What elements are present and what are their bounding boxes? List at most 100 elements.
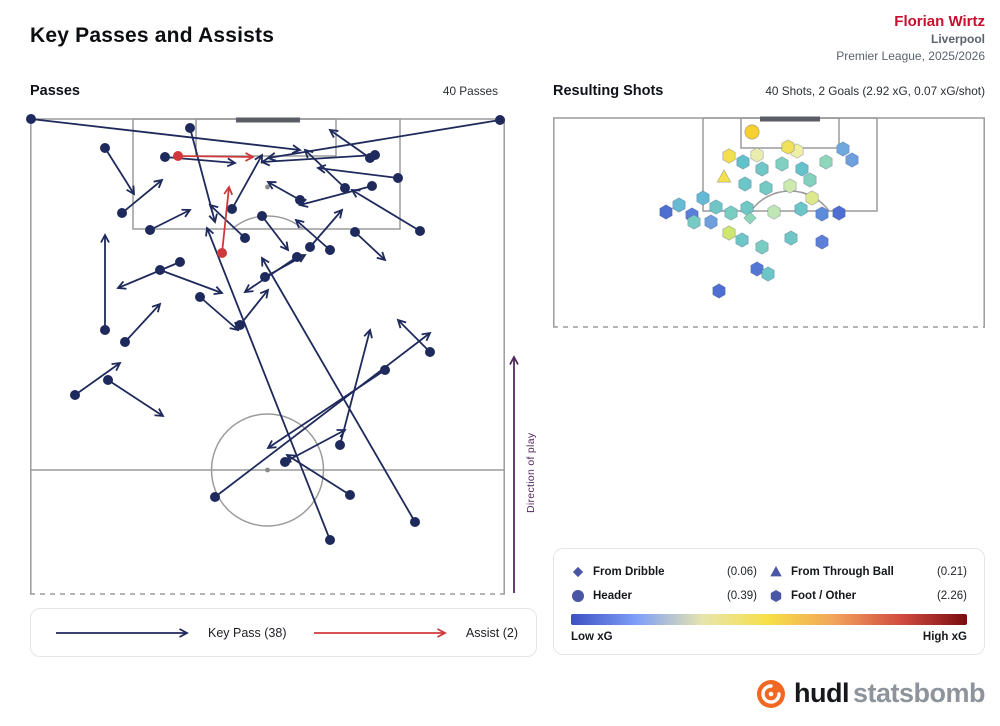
shot-marker-hex: [709, 199, 723, 215]
direction-label: Direction of play: [525, 432, 537, 513]
shot-marker-hex: [783, 178, 797, 194]
shot-marker-hex: [755, 239, 769, 255]
shot-marker-hex: [696, 190, 710, 206]
team-name: Liverpool: [930, 32, 985, 46]
key-pass-arrow: [120, 302, 162, 347]
shot-marker-hex: [722, 225, 736, 241]
passes-pitch: [26, 114, 505, 595]
direction-of-play: Direction of play: [505, 345, 549, 600]
shot-marker-hex: [735, 232, 749, 248]
competition-label: Premier League, 2025/2026: [836, 49, 985, 63]
legend-value: (0.21): [936, 565, 967, 578]
key-pass-arrow: [100, 233, 110, 335]
shot-marker-hex: [750, 261, 764, 277]
key-pass-arrow: [195, 292, 240, 332]
shot-marker-hex: [784, 230, 798, 246]
passes-title: Passes: [30, 83, 80, 99]
legend-value: (0.06): [726, 565, 757, 578]
key-pass-arrow: [227, 153, 263, 214]
hudl-statsbomb-logo: hudl statsbomb: [756, 678, 986, 709]
high-xg-label: High xG: [922, 631, 967, 643]
pitch-lines: [553, 117, 985, 328]
key-pass-arrow: [70, 361, 122, 400]
from-through-ball-icon: [770, 565, 782, 576]
shot-marker-hex: [750, 147, 764, 163]
key-pass-arrow: [26, 114, 302, 154]
player-name: Florian Wirtz: [894, 13, 985, 30]
shot-marker-hex: [736, 154, 750, 170]
legend-value: (2.26): [936, 589, 967, 602]
logo-brand: hudl: [793, 678, 849, 708]
assist-arrow: [173, 151, 255, 162]
legend-entry-from-dribble: From Dribble (0.06): [571, 562, 757, 581]
passes-summary: 40 Passes: [442, 84, 498, 98]
key-pass-legend-arrow: [56, 627, 189, 638]
shot-marker-triangle: [716, 168, 732, 183]
key-pass-arrow: [316, 164, 403, 183]
shots-legend: From Dribble (0.06) Header (0.39) From T…: [553, 548, 985, 655]
key-pass-arrow: [103, 375, 165, 418]
shot-marker-hex: [738, 176, 752, 192]
key-pass-arrow: [257, 211, 290, 252]
foot-other-icon: [770, 589, 782, 602]
key-pass-arrow: [396, 318, 435, 357]
key-pass-arrow: [285, 453, 355, 500]
key-pass-arrow: [100, 143, 136, 196]
key-pass-arrow: [208, 203, 250, 243]
low-xg-label: Low xG: [571, 631, 613, 643]
shot-marker-hex: [781, 139, 795, 155]
key-pass-arrow: [350, 227, 387, 262]
key-pass-arrow: [303, 148, 350, 193]
logo-product: statsbomb: [852, 678, 986, 708]
key-pass-arrow: [266, 181, 305, 205]
penalty-spot: [265, 184, 270, 190]
xg-gradient-labels: Low xG High xG: [571, 631, 967, 643]
shot-marker-hex: [687, 214, 701, 230]
player-header: Florian Wirtz Liverpool Premier League, …: [836, 12, 985, 65]
key-pass-arrow: [210, 331, 432, 502]
shot-marker-hex: [803, 172, 817, 188]
assist-legend-arrow: [313, 627, 447, 638]
key-pass-arrow: [261, 256, 420, 527]
legend-label: Header: [593, 589, 632, 602]
shot-marker-hex: [815, 206, 829, 222]
key-pass-arrow: [116, 257, 185, 290]
key-pass-arrow: [350, 189, 425, 236]
shot-markers-layer: [659, 124, 859, 299]
shot-marker-hex: [775, 156, 789, 172]
legend-label: From Dribble: [593, 565, 665, 578]
shot-marker-hex: [794, 201, 808, 217]
legend-value: (0.39): [726, 589, 757, 602]
shot-marker-circle: [744, 124, 760, 140]
key-pass-arrow: [328, 128, 375, 163]
legend-entry-from-through-ball: From Through Ball (0.21): [769, 562, 967, 581]
shots-summary: 40 Shots, 2 Goals (2.92 xG, 0.07 xG/shot…: [765, 84, 985, 98]
shot-marker-hex: [832, 205, 846, 221]
shot-marker-hex: [712, 283, 726, 299]
hudl-logo-icon: [756, 679, 785, 708]
key-pass-arrow: [266, 115, 505, 162]
from-dribble-icon: [572, 566, 584, 577]
shot-marker-hex: [805, 190, 819, 206]
shot-marker-hex: [836, 141, 850, 157]
shot-marker-hex: [672, 197, 686, 213]
shots-title: Resulting Shots: [553, 83, 664, 99]
shot-marker-hex: [767, 204, 781, 220]
legend-label: From Through Ball: [791, 565, 894, 578]
shot-marker-diamond: [743, 211, 757, 225]
shot-marker-hex: [759, 180, 773, 196]
shots-panel-head: Resulting Shots 40 Shots, 2 Goals (2.92 …: [553, 83, 985, 99]
page-title: Key Passes and Assists: [30, 24, 275, 47]
legend-label: Foot / Other: [791, 589, 857, 602]
shot-marker-hex: [724, 205, 738, 221]
legend-entry-header: Header (0.39): [571, 586, 757, 605]
key-pass-arrow: [260, 254, 307, 282]
shot-type-legend: From Dribble (0.06) Header (0.39) From T…: [571, 562, 967, 605]
direction-arrow: [509, 355, 519, 593]
center-spot: [265, 467, 270, 473]
passes-panel-head: Passes 40 Passes: [30, 83, 498, 99]
shot-marker-hex: [819, 154, 833, 170]
shot-marker-hex: [761, 266, 775, 282]
key-pass-arrow: [117, 178, 164, 218]
